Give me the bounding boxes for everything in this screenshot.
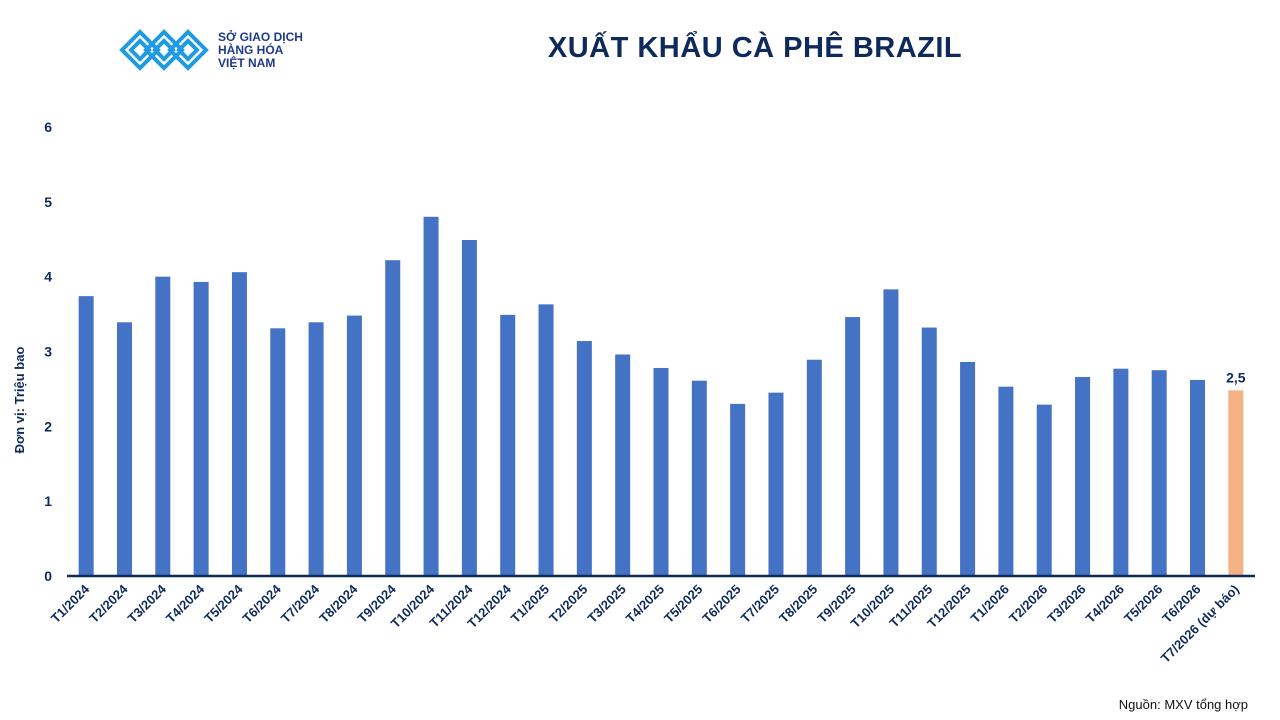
x-tick-label: T7/2024 (278, 581, 323, 626)
x-tick-label: T1/2026 (968, 582, 1012, 626)
x-tick-label: T8/2024 (316, 581, 361, 626)
bar (615, 354, 631, 576)
bar (1151, 370, 1167, 576)
y-tick-label: 4 (44, 269, 52, 285)
bar (193, 281, 209, 576)
logo-line-2: HÀNG HÓA (218, 42, 284, 57)
bar (960, 361, 976, 576)
bar (845, 317, 861, 576)
x-tick-label: T5/2025 (661, 582, 705, 626)
bar (423, 216, 439, 577)
bar (576, 341, 592, 576)
bar (78, 296, 94, 576)
x-tick-label: T8/2025 (776, 582, 820, 626)
forecast-bar (1228, 390, 1244, 576)
bar (155, 276, 171, 576)
x-tick-label: T4/2024 (163, 581, 208, 626)
bar (308, 322, 324, 576)
logo-text: SỞ GIAO DỊCH HÀNG HÓA VIỆT NAM (218, 29, 303, 70)
x-tick-label: T2/2024 (86, 581, 131, 626)
bar (231, 272, 247, 576)
y-tick-label: 5 (44, 194, 52, 210)
x-tick-label: T3/2026 (1044, 582, 1088, 626)
bar (1190, 379, 1206, 576)
bar (385, 260, 401, 576)
bar (806, 359, 822, 576)
y-tick-label: 2 (44, 418, 52, 434)
source-note: Nguồn: MXV tổng hợp (1118, 697, 1248, 712)
y-tick-label: 6 (44, 119, 52, 135)
x-tick-label: T3/2025 (584, 582, 628, 626)
x-tick-label: T4/2026 (1083, 582, 1127, 626)
x-tick-label: T6/2025 (699, 582, 743, 626)
bar (998, 386, 1014, 576)
y-axis-label: Đơn vị: Triệu bao (12, 347, 27, 454)
x-tick-label: T12/2024 (464, 581, 514, 631)
logo-line-1: SỞ GIAO DỊCH (218, 29, 303, 44)
bar (500, 314, 516, 576)
logo: SỞ GIAO DỊCH HÀNG HÓA VIỆT NAM (118, 28, 303, 72)
x-tick-label: T4/2025 (623, 582, 667, 626)
bar (538, 304, 554, 576)
x-tick-label: T5/2024 (201, 581, 246, 626)
logo-line-3: VIỆT NAM (218, 55, 276, 70)
x-tick-label: T5/2026 (1121, 582, 1165, 626)
y-tick-label: 3 (44, 344, 52, 360)
y-tick-label: 1 (44, 493, 52, 509)
bar (883, 289, 899, 576)
y-tick-label: 0 (44, 568, 52, 584)
bar (653, 367, 669, 576)
bar (768, 392, 784, 576)
data-label: 2,5 (1226, 369, 1246, 385)
x-tick-label: T1/2024 (48, 581, 93, 626)
bar (346, 315, 362, 576)
bar (1036, 404, 1052, 576)
x-tick-label: T2/2025 (546, 582, 590, 626)
bar (1113, 368, 1129, 576)
x-tick-label: T2/2026 (1006, 582, 1050, 626)
x-tick-label: T7/2025 (738, 582, 782, 626)
chart-title: XUẤT KHẨU CÀ PHÊ BRAZIL (547, 32, 963, 64)
bar (116, 322, 132, 576)
bar (730, 403, 746, 576)
bar (691, 380, 707, 576)
bar (921, 327, 937, 576)
x-tick-label: T6/2024 (240, 581, 285, 626)
x-tick-label: T3/2024 (125, 581, 170, 626)
x-tick-label: T1/2025 (508, 582, 552, 626)
logo-icon (119, 29, 209, 71)
bar (270, 328, 286, 576)
bar (1075, 376, 1091, 576)
bar (461, 239, 477, 576)
